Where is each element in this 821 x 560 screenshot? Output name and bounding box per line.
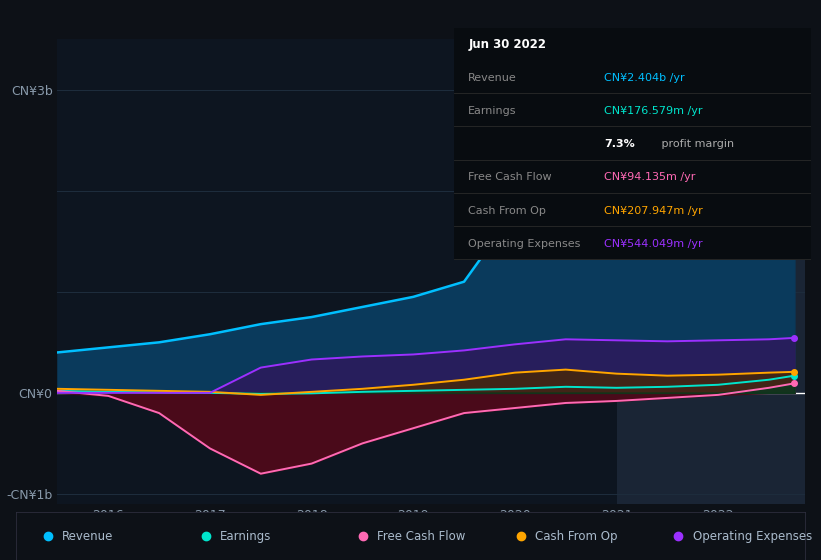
Text: Jun 30 2022: Jun 30 2022	[468, 38, 546, 51]
Bar	[617, 39, 805, 504]
Text: CN¥94.135m /yr: CN¥94.135m /yr	[604, 172, 695, 183]
Text: CN¥544.049m /yr: CN¥544.049m /yr	[604, 239, 703, 249]
Text: CN¥2.404b /yr: CN¥2.404b /yr	[604, 73, 685, 83]
Text: Cash From Op: Cash From Op	[468, 206, 546, 216]
Text: profit margin: profit margin	[658, 139, 734, 149]
Text: Revenue: Revenue	[62, 530, 113, 543]
Text: 7.3%: 7.3%	[604, 139, 635, 149]
Text: CN¥176.579m /yr: CN¥176.579m /yr	[604, 106, 703, 116]
Text: Cash From Op: Cash From Op	[535, 530, 617, 543]
Text: Free Cash Flow: Free Cash Flow	[468, 172, 552, 183]
Text: CN¥207.947m /yr: CN¥207.947m /yr	[604, 206, 703, 216]
Text: Operating Expenses: Operating Expenses	[468, 239, 580, 249]
Text: Earnings: Earnings	[468, 106, 516, 116]
Text: Earnings: Earnings	[220, 530, 271, 543]
Text: Revenue: Revenue	[468, 73, 517, 83]
Text: Free Cash Flow: Free Cash Flow	[378, 530, 466, 543]
Text: Operating Expenses: Operating Expenses	[693, 530, 812, 543]
